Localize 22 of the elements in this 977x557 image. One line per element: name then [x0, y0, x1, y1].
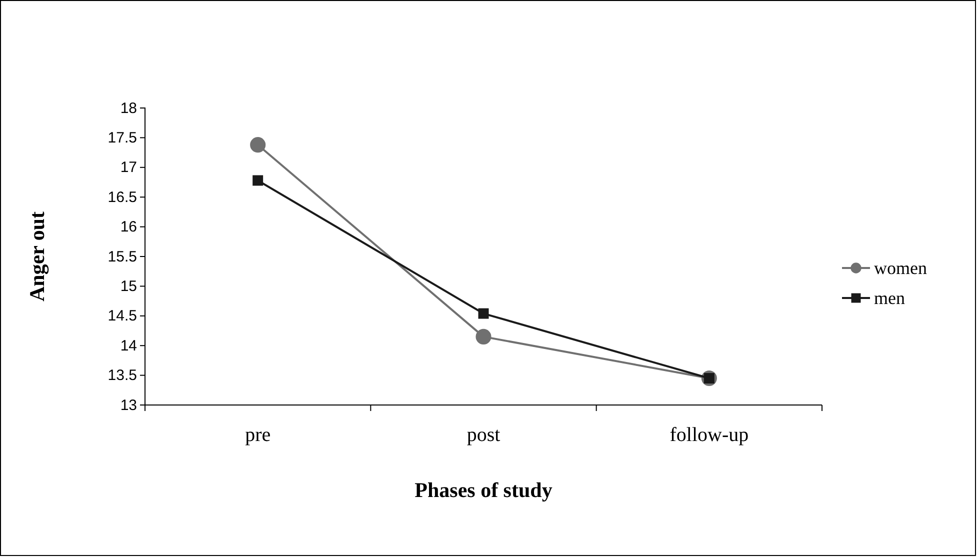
- y-tick-label: 13.5: [108, 367, 137, 384]
- y-tick-label: 16: [120, 218, 137, 236]
- x-axis-title: Phases of study: [414, 478, 553, 502]
- point: [252, 175, 264, 186]
- legend-label: men: [874, 288, 905, 308]
- x-tick-label: pre: [245, 424, 271, 446]
- y-tick-label: 18: [120, 100, 137, 117]
- y-tick-label: 15.5: [108, 248, 137, 266]
- x-tick-label: post: [466, 424, 501, 446]
- x-tick-label: follow-up: [670, 424, 749, 446]
- point: [478, 308, 489, 319]
- y-tick-label: 14: [120, 337, 137, 354]
- y-axis-title: Anger out: [25, 211, 49, 302]
- y-tick-label: 17.5: [108, 130, 137, 146]
- y-tick-label: 17: [120, 159, 137, 176]
- legend-label: women: [874, 258, 927, 278]
- y-tick-label: 15: [120, 278, 137, 295]
- y-tick-label: 16.5: [108, 188, 137, 206]
- point: [476, 328, 492, 344]
- point: [250, 137, 266, 153]
- y-tick-label: 13: [120, 396, 137, 414]
- y-tick-label: 14.5: [108, 308, 137, 325]
